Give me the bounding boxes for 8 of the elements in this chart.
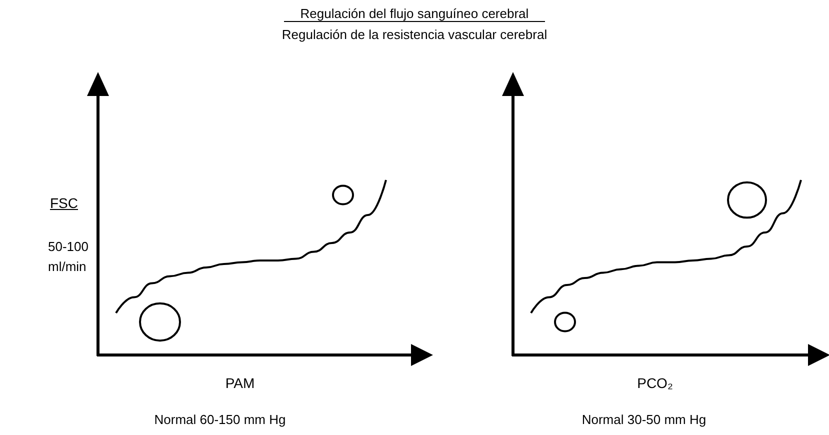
chart-subtitle: Regulación de la resistencia vascular cerebral <box>280 27 548 42</box>
x-axis-title: PAM <box>224 375 256 391</box>
y-axis-title: FSC <box>50 195 78 211</box>
text: Normal 60-150 mm Hg <box>153 411 287 429</box>
chart-title: Regulación del flujo sanguíneo cerebral <box>284 6 545 22</box>
text: 50-100 ml/min <box>48 238 90 276</box>
x-axis-title: PCO₂ <box>636 375 674 391</box>
text: Normal 30-50 mm Hg <box>580 411 708 429</box>
